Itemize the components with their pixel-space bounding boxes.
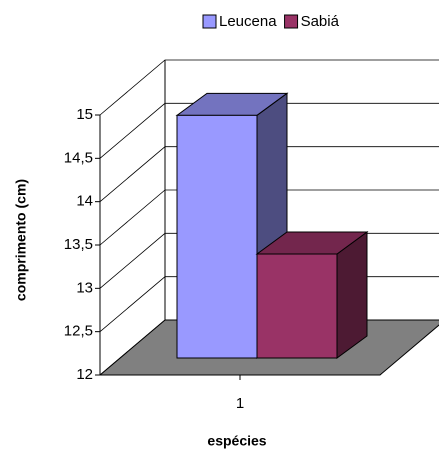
bar xyxy=(256,253,338,359)
y-tick-label: 12,5 xyxy=(64,323,93,340)
legend-swatch xyxy=(284,14,299,29)
bar xyxy=(176,114,258,359)
y-tick-label: 15 xyxy=(76,106,93,123)
grid-line xyxy=(99,59,439,116)
y-tick-label: 12 xyxy=(76,366,93,383)
legend-label: Sabiá xyxy=(301,13,340,30)
x-axis-label: espécies xyxy=(207,433,266,449)
x-tick-label: 1 xyxy=(236,395,244,412)
legend-label: Leucena xyxy=(219,13,277,30)
grid-line xyxy=(99,189,439,246)
grid-line xyxy=(99,102,439,159)
y-tick-label: 13 xyxy=(76,279,93,296)
grid-line xyxy=(99,146,439,202)
y-tick-label: 13,5 xyxy=(64,236,93,253)
legend-swatch xyxy=(202,14,217,29)
y-tick-label: 14 xyxy=(76,193,93,210)
y-axis-label: comprimento (cm) xyxy=(13,179,29,301)
y-tick-label: 14,5 xyxy=(64,149,93,166)
